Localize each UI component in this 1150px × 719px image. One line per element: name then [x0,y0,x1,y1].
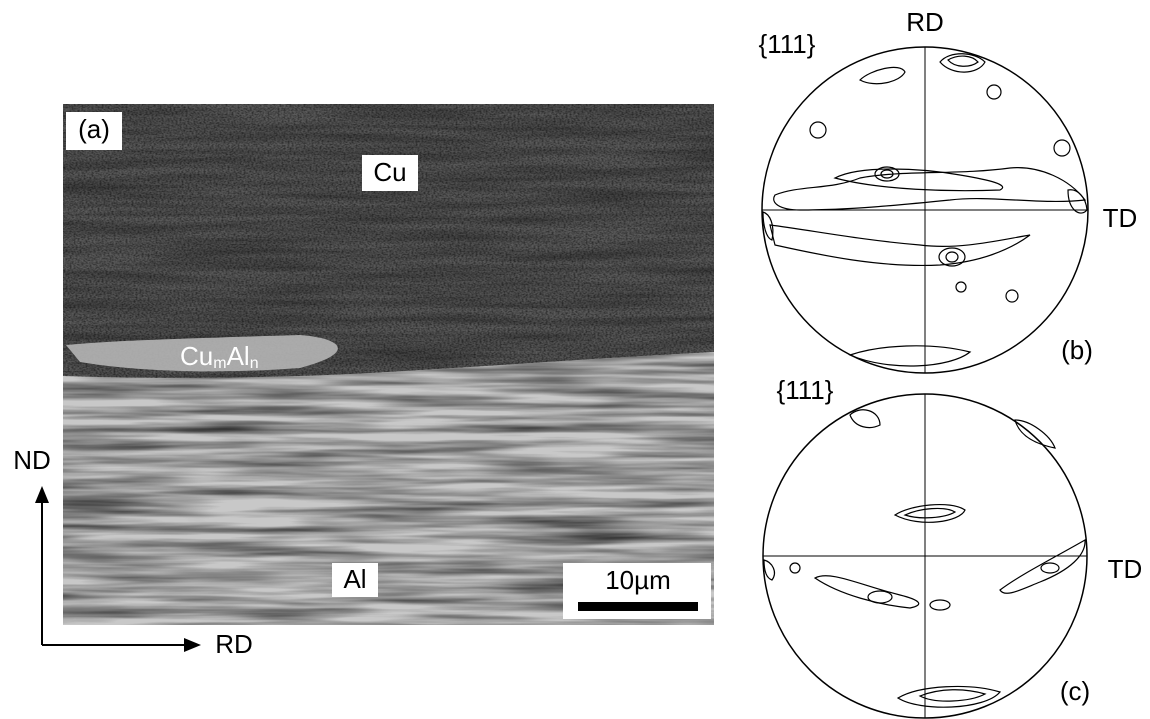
plane-label: {111} [777,375,834,405]
panel-label: (b) [1061,335,1093,365]
contour [809,121,827,139]
contour [769,224,1031,267]
contour [999,539,1086,594]
label-box [332,563,378,597]
arrow-head [184,638,201,652]
scale-label: 10µm [605,565,671,595]
contour [813,575,920,609]
label-box [66,112,122,150]
intermetallic [66,335,338,372]
contour [874,166,900,182]
contour [903,507,957,519]
phase-sub: n [250,355,259,372]
plane-label: {111} [759,29,816,59]
contour [1053,139,1071,157]
contour [1067,189,1088,214]
direction-label: TD [1103,203,1138,233]
contour [945,251,959,263]
phase-part: Cu [180,341,213,371]
micrograph: (a) Cu CumAln Al 10µm [63,104,714,625]
contours [762,53,1088,367]
axis-label: RD [215,629,253,659]
contour [955,281,967,293]
pole-figure-c: {111} TD (c) [762,375,1143,719]
contour [849,409,881,429]
contour [762,211,774,241]
contour [1005,289,1019,303]
pole-figure-b: {111} RD TD (b) [759,7,1138,374]
panel-label: (a) [78,114,110,144]
panel-label: (c) [1060,676,1090,706]
phase-sub: m [213,355,226,372]
contour [880,169,894,179]
contour [763,559,776,581]
axis-label: ND [13,445,51,475]
arrow-head [35,486,49,503]
contour [893,504,966,523]
cu-streaks [63,104,714,378]
phase-label: Cu [373,157,406,187]
contour [896,685,1002,708]
label-box [362,155,418,191]
contour [848,345,972,367]
contour [986,84,1002,100]
contour [939,53,986,73]
direction-label: RD [906,7,944,37]
contours [763,409,1086,708]
phase-label: Al [343,564,366,594]
contour [938,247,966,267]
contour [918,689,987,702]
contour [867,590,893,604]
contour [789,562,801,574]
axes: ND RD [13,445,253,659]
contour [773,167,1087,211]
direction-label: TD [1108,554,1143,584]
phase-label: CumAln [180,341,259,372]
contour [929,599,951,611]
scale-bar [578,602,698,611]
contour [833,168,1003,192]
phase-part: Al [227,341,250,371]
contour [1014,419,1056,449]
contour [859,66,906,85]
contour [947,55,979,67]
contour [1040,562,1060,574]
